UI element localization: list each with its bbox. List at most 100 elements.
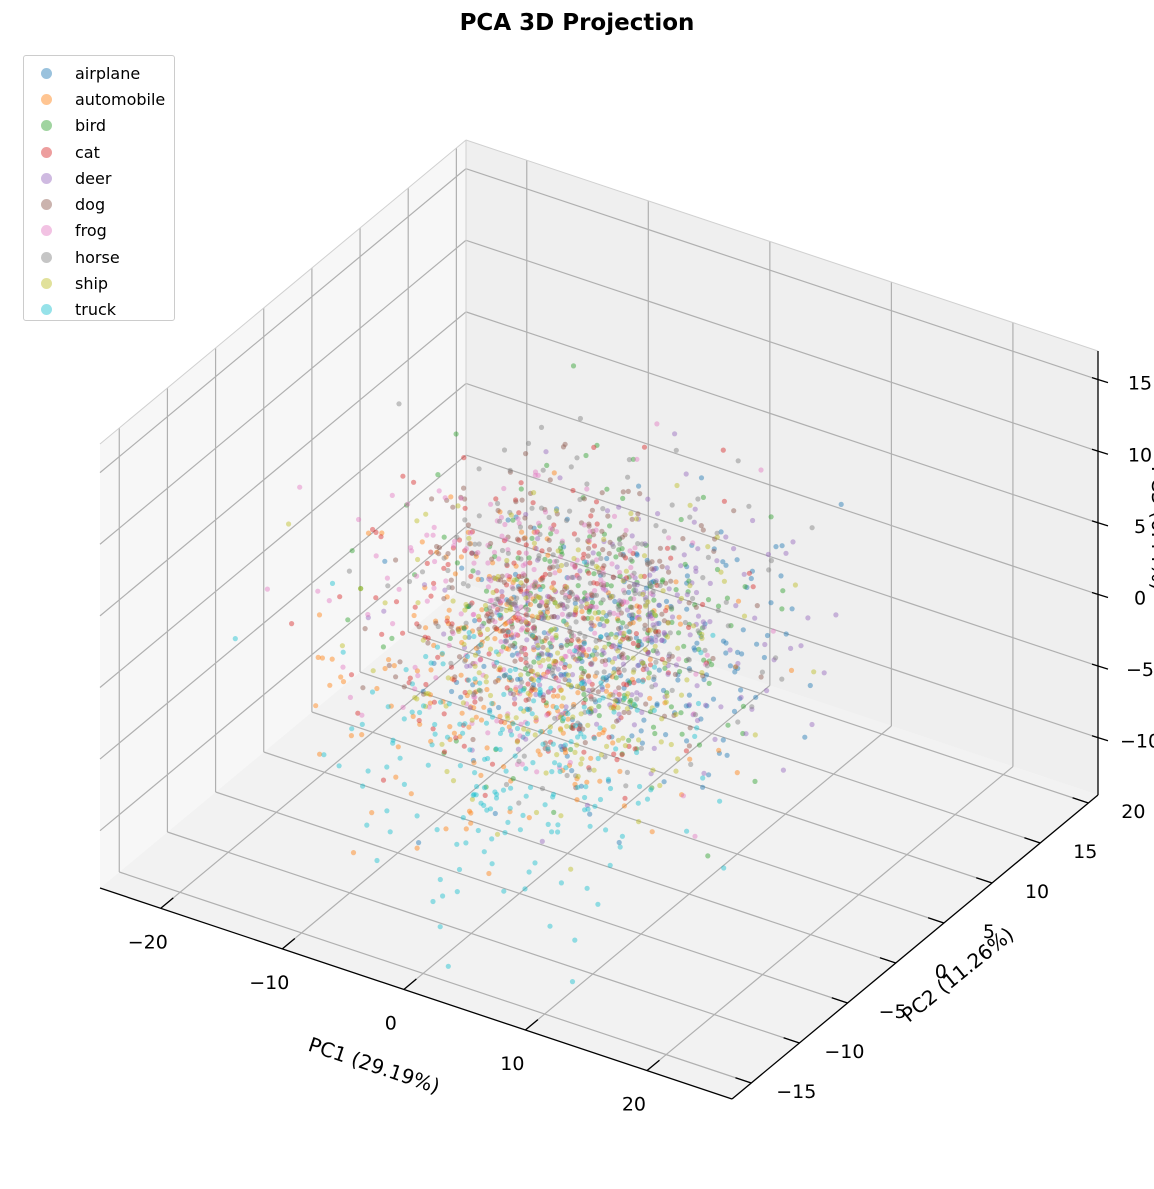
data-point-airplane — [569, 717, 576, 723]
data-point-dog — [527, 490, 534, 496]
data-point-horse — [607, 611, 613, 617]
data-point-ship — [620, 578, 626, 584]
data-point-horse — [446, 584, 452, 591]
data-point-frog — [573, 644, 580, 650]
data-point-deer — [563, 620, 569, 626]
data-point-ship — [640, 591, 646, 597]
data-point-deer — [661, 630, 667, 636]
data-point-ship — [492, 576, 499, 582]
y-tick-label: 0 — [935, 961, 947, 983]
data-point-ship — [553, 508, 560, 514]
data-point-cat — [478, 631, 484, 638]
data-point-cat — [515, 632, 521, 638]
data-point-bird — [570, 363, 577, 369]
data-point-ship — [660, 588, 666, 594]
data-point-frog — [451, 543, 457, 549]
data-point-truck — [587, 823, 593, 829]
data-point-horse — [669, 687, 675, 694]
data-point-bird — [577, 644, 583, 651]
data-point-frog — [555, 678, 562, 684]
data-point-airplane — [562, 661, 568, 668]
data-point-dog — [629, 604, 635, 611]
z-grid-left — [99, 383, 467, 688]
pane-edge — [99, 139, 467, 445]
data-point-dog — [578, 520, 585, 526]
x-tick-label: 10 — [500, 1053, 524, 1075]
data-point-dog — [545, 689, 551, 695]
data-point-dog — [585, 674, 592, 680]
data-point-automobile — [359, 732, 365, 738]
data-point-cat — [581, 551, 587, 557]
data-point-frog — [340, 664, 346, 670]
data-point-dog — [559, 589, 565, 596]
data-point-frog — [690, 540, 696, 546]
data-point-bird — [616, 602, 623, 609]
data-point-ship — [558, 727, 564, 733]
data-point-ship — [687, 502, 693, 508]
data-point-cat — [635, 642, 641, 649]
data-point-frog — [629, 573, 635, 579]
data-point-deer — [636, 614, 642, 620]
data-point-airplane — [636, 662, 642, 668]
data-point-truck — [401, 716, 407, 722]
x-tick — [524, 1019, 539, 1031]
data-point-dog — [549, 614, 555, 620]
data-point-deer — [607, 609, 613, 615]
data-point-automobile — [576, 638, 582, 644]
data-point-frog — [649, 615, 655, 622]
data-point-dog — [448, 624, 454, 630]
data-point-airplane — [636, 643, 642, 649]
data-point-dog — [605, 513, 611, 519]
data-point-deer — [805, 615, 811, 621]
data-point-airplane — [512, 571, 519, 578]
data-point-deer — [614, 564, 620, 570]
data-point-airplane — [609, 734, 615, 740]
data-point-bird — [619, 751, 625, 757]
data-point-cat — [518, 656, 524, 663]
data-point-bird — [653, 613, 659, 619]
data-point-frog — [485, 542, 491, 548]
data-point-ship — [476, 613, 482, 620]
data-point-airplane — [749, 568, 756, 574]
data-point-airplane — [734, 557, 740, 563]
data-point-horse — [643, 597, 649, 603]
data-point-airplane — [504, 597, 510, 603]
data-point-truck — [526, 869, 532, 875]
data-point-truck — [360, 783, 366, 789]
data-point-ship — [589, 615, 595, 621]
data-point-horse — [575, 720, 581, 726]
data-point-automobile — [676, 614, 682, 620]
data-point-airplane — [754, 641, 760, 647]
y-tick — [927, 917, 945, 924]
data-point-automobile — [315, 654, 321, 661]
data-point-truck — [517, 827, 524, 833]
data-point-airplane — [684, 573, 691, 579]
data-point-bird — [586, 609, 592, 615]
data-point-airplane — [580, 652, 586, 658]
data-point-cat — [378, 534, 384, 540]
data-point-airplane — [639, 642, 645, 648]
data-point-ship — [714, 534, 720, 540]
data-point-bird — [650, 724, 657, 730]
data-point-bird — [544, 462, 550, 468]
data-point-horse — [650, 589, 656, 595]
data-point-ship — [608, 705, 614, 711]
legend-item-automobile: automobile — [24, 86, 174, 112]
data-point-frog — [575, 574, 581, 581]
data-point-deer — [561, 605, 568, 612]
data-point-deer — [464, 663, 470, 669]
data-point-dog — [686, 743, 693, 749]
data-point-truck — [580, 679, 586, 685]
data-point-frog — [498, 514, 504, 521]
data-point-horse — [578, 603, 585, 610]
data-point-cat — [523, 612, 529, 618]
data-point-deer — [664, 565, 670, 571]
data-point-horse — [573, 773, 579, 779]
data-point-automobile — [319, 655, 325, 661]
data-point-horse — [465, 583, 471, 589]
data-point-dog — [663, 580, 669, 586]
data-point-airplane — [593, 699, 599, 705]
data-point-frog — [491, 549, 498, 555]
data-point-deer — [650, 592, 656, 598]
data-point-horse — [499, 547, 506, 554]
